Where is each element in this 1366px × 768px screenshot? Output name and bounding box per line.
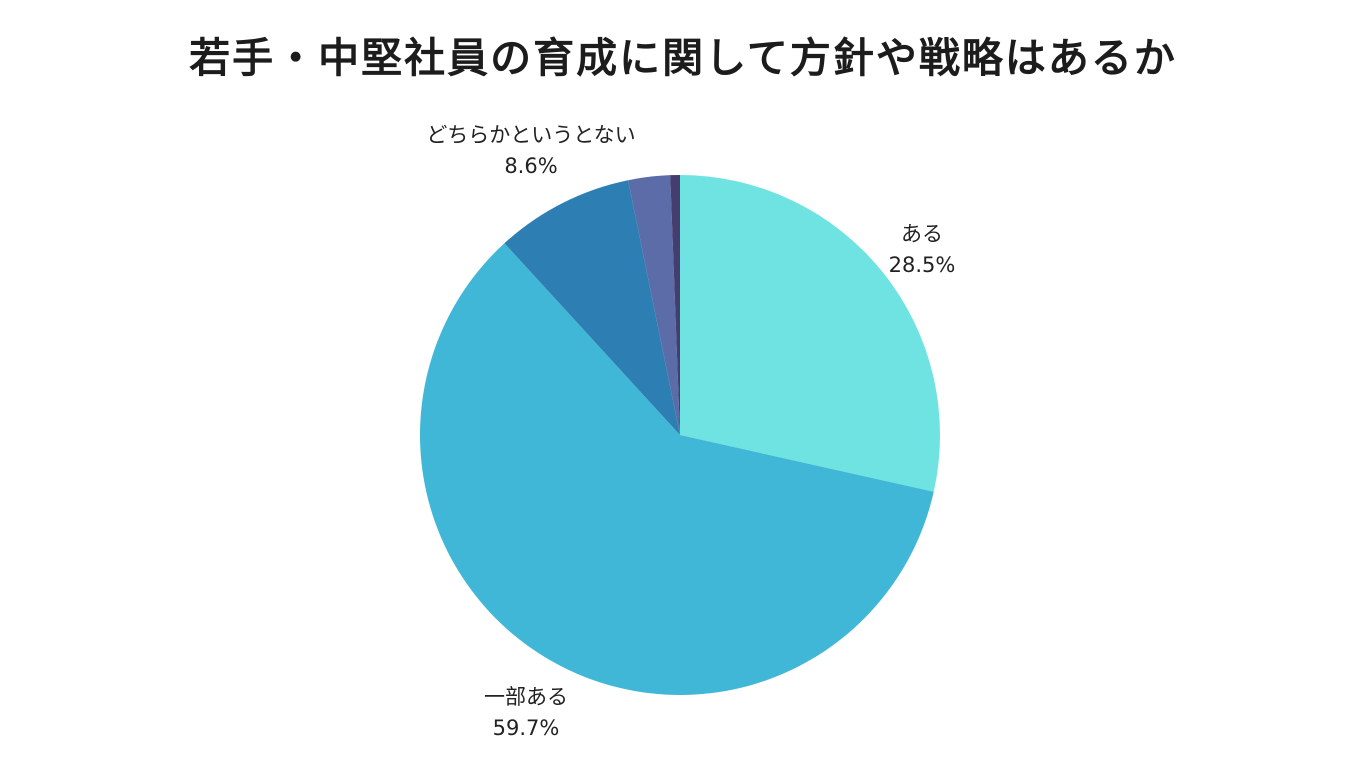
- pie-slice-1: [420, 243, 934, 695]
- pie-slice-2: [504, 180, 680, 435]
- slice-label-percent: 8.6%: [504, 154, 558, 178]
- slice-label-text: どちらかというとない: [426, 123, 636, 147]
- slice-label-ichibu-aru: 一部ある 59.7%: [484, 682, 568, 744]
- pie-slice-0: [680, 175, 941, 492]
- chart-title: 若手・中堅社員の育成に関して方針や戦略はあるか: [189, 34, 1177, 82]
- slice-label-text: ある: [901, 222, 943, 246]
- pie-slice-4: [670, 174, 680, 435]
- slice-label-percent: 59.7%: [492, 716, 560, 740]
- pie-slice-3: [628, 175, 680, 435]
- pie-chart: [420, 174, 941, 695]
- slice-label-percent: 28.5%: [888, 253, 956, 277]
- slice-label-dochiraka: どちらかというとない 8.6%: [426, 120, 635, 182]
- slice-label-aru: ある 28.5%: [889, 219, 956, 281]
- slice-label-text: 一部ある: [484, 685, 568, 709]
